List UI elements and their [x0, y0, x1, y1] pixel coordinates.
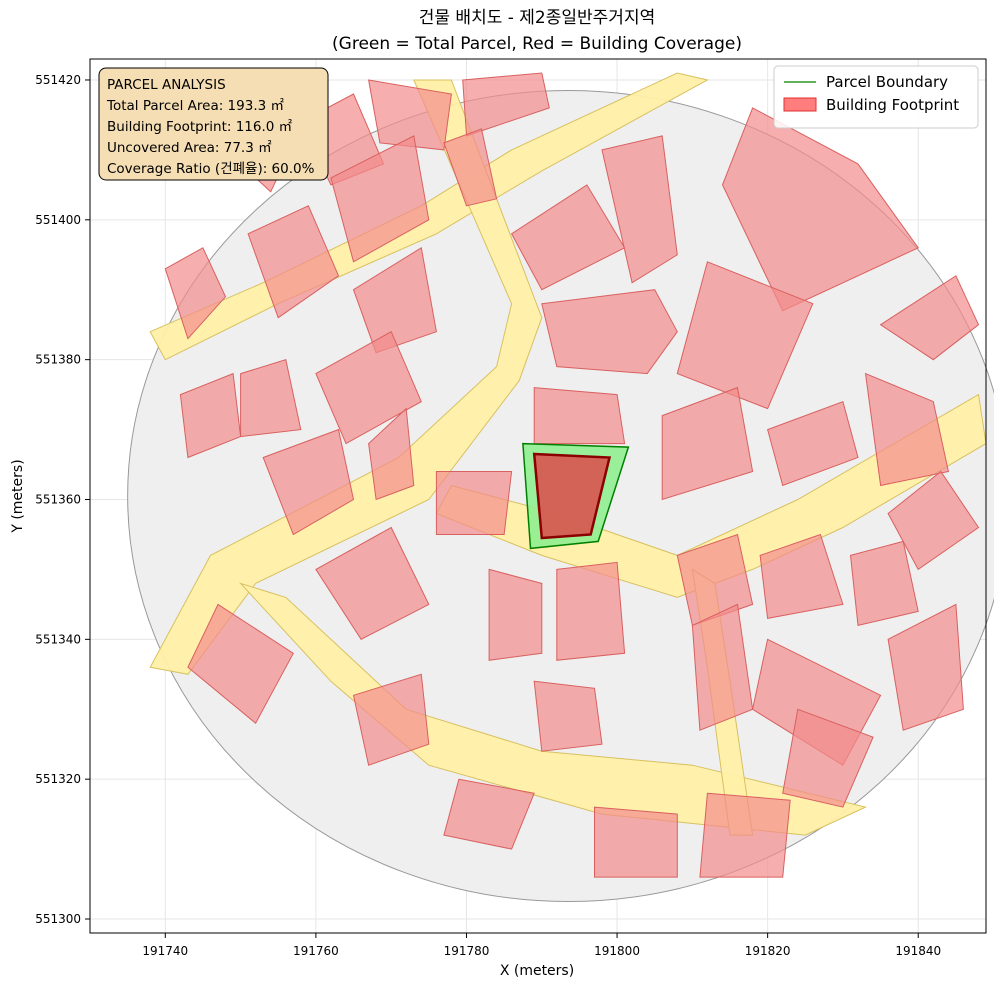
context-building: [368, 407, 415, 501]
chart-title-line2: (Green = Total Parcel, Red = Building Co…: [332, 34, 742, 54]
x-tick-label: 191740: [142, 944, 188, 958]
x-axis-label: X (meters): [500, 963, 574, 979]
context-building: [240, 359, 302, 438]
context-building: [864, 372, 949, 487]
context-building: [330, 135, 430, 263]
context-building: [462, 72, 550, 137]
context-building: [262, 428, 355, 536]
y-tick-label: 551420: [35, 73, 81, 87]
x-axis-ticks: 191740 191760 191780 191800 191820 191840: [142, 933, 941, 958]
plot-frame: [89, 58, 987, 934]
context-building: [488, 568, 543, 661]
context-building: [676, 533, 754, 627]
y-axis-ticks: 551300 551320 551340 551360 551380 551400 5514…: [35, 73, 90, 926]
y-tick-label: 551340: [35, 632, 81, 646]
x-tick-label: 191760: [293, 944, 339, 958]
x-tick-label: 191820: [745, 944, 791, 958]
context-building: [315, 330, 422, 445]
context-building: [782, 708, 874, 808]
context-building: [435, 471, 513, 535]
info-line-footprint: Building Footprint: 116.0 ㎡: [107, 119, 293, 135]
target-layer: [522, 442, 630, 550]
context-building: [352, 246, 437, 354]
info-line-heading: PARCEL ANALYSIS: [107, 77, 226, 93]
road-segment: [149, 79, 543, 675]
context-building: [594, 806, 678, 878]
context-building: [699, 792, 791, 878]
context-building: [721, 107, 919, 312]
y-tick-label: 551300: [35, 912, 81, 926]
target-building: [532, 452, 612, 540]
context-building: [556, 561, 626, 661]
context-building: [247, 205, 340, 319]
y-axis-label: Y (meters): [10, 459, 26, 533]
context-building: [676, 261, 814, 410]
context-building: [187, 603, 294, 724]
context-building: [352, 673, 430, 766]
chart-title-line1: 건물 배치도 - 제2종일반주거지역: [419, 8, 655, 28]
context-building: [879, 275, 980, 361]
info-line-total-area: Total Parcel Area: 193.3 ㎡: [106, 98, 284, 114]
context-building: [887, 603, 964, 731]
building-layer: [164, 72, 980, 878]
context-building: [601, 135, 678, 284]
legend-building-footprint-swatch: [783, 97, 817, 112]
context-building: [887, 470, 980, 571]
legend-parcel-boundary-label: Parcel Boundary: [826, 73, 948, 91]
y-tick-label: 551360: [35, 492, 81, 506]
context-building: [759, 533, 844, 619]
context-building: [541, 289, 678, 375]
context-building: [315, 526, 430, 640]
y-tick-label: 551380: [35, 353, 81, 367]
info-line-uncovered: Uncovered Area: 77.3 ㎡: [107, 140, 272, 156]
context-building: [661, 386, 754, 501]
context-building: [367, 79, 452, 151]
x-tick-label: 191840: [895, 944, 941, 958]
context-building: [533, 680, 603, 752]
context-building: [443, 128, 498, 207]
road-segment: [435, 393, 987, 598]
y-tick-label: 551320: [35, 772, 81, 786]
info-line-coverage: Coverage Ratio (건폐율): 60.0%: [107, 161, 315, 177]
legend: Parcel Boundary Building Footprint: [773, 65, 979, 129]
context-building: [533, 387, 626, 445]
context-building: [179, 372, 242, 459]
context-building: [164, 247, 227, 340]
parcel-analysis-box: PARCEL ANALYSIS Total Parcel Area: 193.3…: [98, 67, 329, 181]
context-building: [443, 778, 535, 850]
legend-building-footprint-label: Building Footprint: [826, 96, 959, 114]
x-tick-label: 191800: [594, 944, 640, 958]
y-tick-label: 551400: [35, 213, 81, 227]
context-building: [849, 540, 919, 627]
x-tick-label: 191780: [444, 944, 490, 958]
context-building: [766, 400, 859, 487]
